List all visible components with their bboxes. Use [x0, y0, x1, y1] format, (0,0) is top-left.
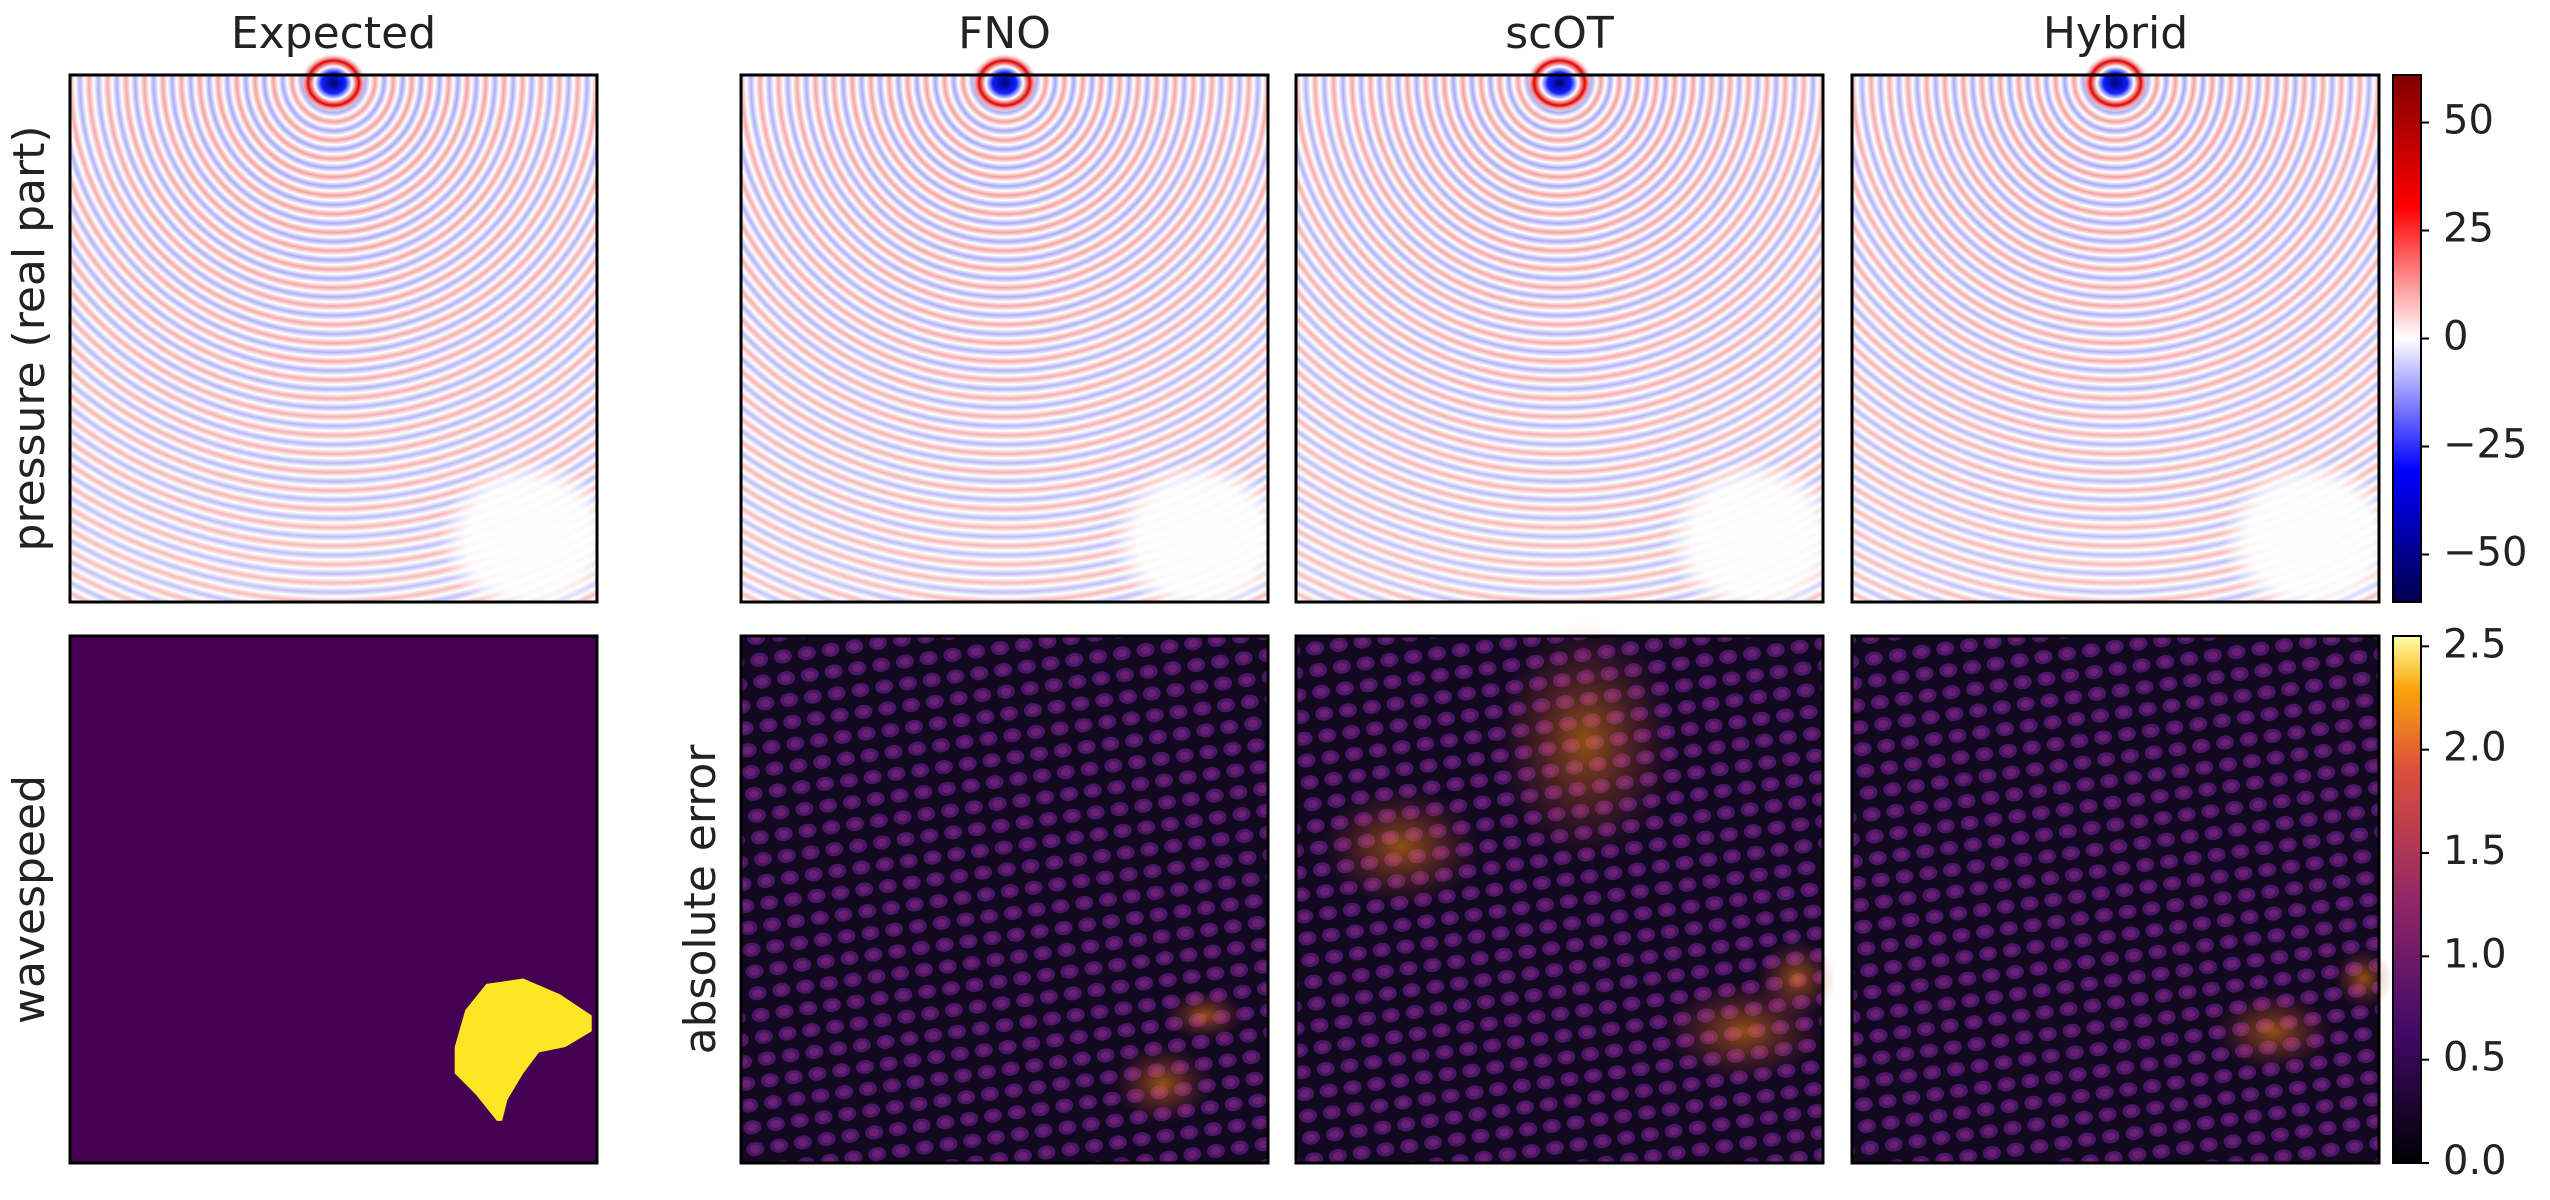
- colorbar-tick-label: 1.0: [2443, 931, 2507, 977]
- colorbar-tick-label: 0.5: [2443, 1035, 2507, 1081]
- source: [970, 53, 1039, 113]
- scatterer: [454, 978, 592, 1121]
- colorbar-tick-label: 0.0: [2443, 1138, 2507, 1184]
- scatterer-region: [438, 459, 619, 618]
- error-hotspot: [2333, 948, 2394, 1009]
- error-hotspot: [1321, 786, 1482, 907]
- source: [1525, 53, 1594, 113]
- panel-frame: [1850, 634, 2381, 1165]
- scatterer-region: [1664, 459, 1845, 618]
- panel-frame: [68, 634, 599, 1165]
- colorbar-tick-label: 1.5: [2443, 828, 2507, 874]
- panel-frame: [1294, 634, 1825, 1165]
- error-hotspot: [1112, 1043, 1213, 1124]
- wavespeed-field: [70, 636, 597, 1163]
- column-title: Hybrid: [2043, 8, 2188, 59]
- error-field: [1852, 636, 2379, 1163]
- row-label: wavespeed: [4, 775, 55, 1024]
- scatterer-region: [2220, 459, 2401, 618]
- colorbar-tick-label: 25: [2443, 206, 2494, 252]
- colorbar-tick-label: 50: [2443, 98, 2494, 144]
- panel-frame: [1294, 73, 1825, 604]
- error-hotspot: [1495, 621, 1676, 862]
- error-hotspot: [2213, 991, 2334, 1072]
- column-title: scOT: [1505, 8, 1614, 59]
- colorbar-tick-label: 0: [2443, 314, 2468, 360]
- column-title: Expected: [231, 8, 436, 59]
- panel-frame: [739, 73, 1270, 604]
- panel-frame: [68, 73, 599, 604]
- colorbar: [2392, 74, 2422, 603]
- error-hotspot: [1756, 938, 1837, 1019]
- scatterer-region: [1109, 459, 1290, 618]
- row-label: absolute error: [675, 744, 726, 1055]
- colorbar: [2392, 635, 2422, 1164]
- column-title: FNO: [958, 8, 1051, 59]
- row-label: pressure (real part): [4, 126, 55, 552]
- panel-frame: [739, 634, 1270, 1165]
- source: [2081, 53, 2150, 113]
- colorbar-tick-label: −50: [2443, 529, 2527, 575]
- colorbar-tick-label: −25: [2443, 421, 2527, 467]
- source: [299, 53, 368, 113]
- colorbar-tick-label: 2.5: [2443, 621, 2507, 667]
- error-hotspot: [1164, 990, 1245, 1041]
- panel-frame: [1850, 73, 2381, 604]
- colorbar-tick-label: 2.0: [2443, 725, 2507, 771]
